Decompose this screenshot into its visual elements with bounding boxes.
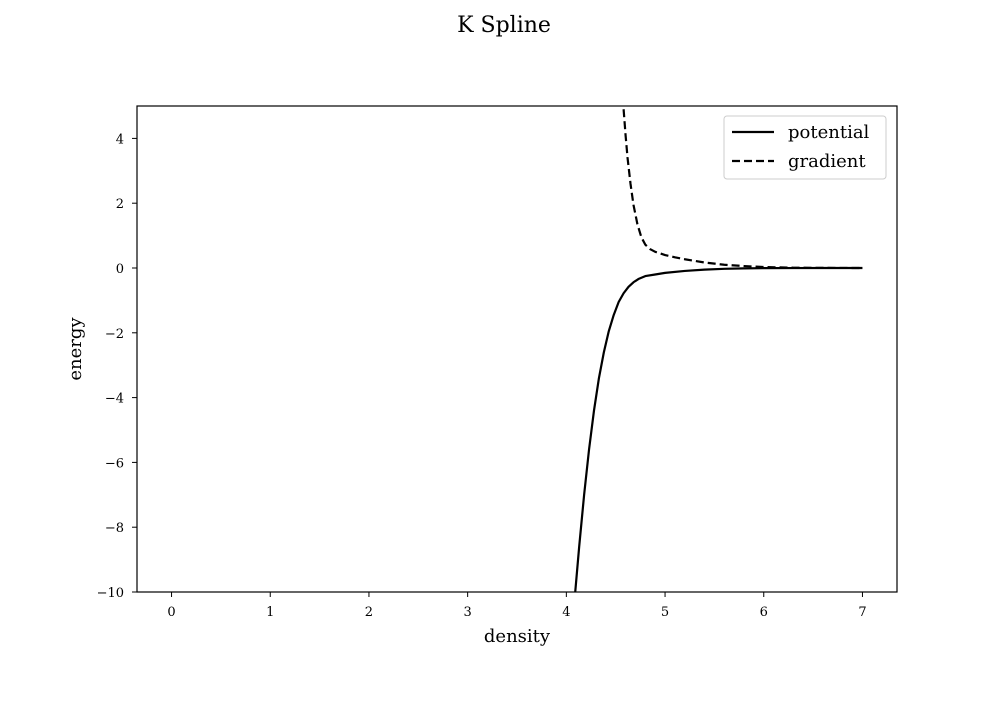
x-axis-label: density [484,626,551,647]
series-line-gradient [622,109,863,270]
y-tick-label: 2 [116,197,124,212]
x-tick-label: 1 [266,605,274,620]
series-line-potential [574,266,863,592]
y-tick-label: −6 [105,456,124,471]
x-tick-label: 6 [760,605,768,620]
legend-potential-label: potential [788,122,870,143]
legend-gradient-label: gradient [788,151,866,172]
x-tick-label: 2 [365,605,373,620]
y-tick-label: −8 [105,521,124,536]
y-axis-label: energy [65,317,86,381]
y-tick-label: −2 [105,327,124,342]
series-layer [574,109,863,592]
y-tick-label: 0 [116,262,124,277]
x-tick-label: 7 [858,605,866,620]
plot-area: 0 1 2 3 4 5 6 7 −10 −8 −6 −4 −2 0 2 4 [97,105,898,620]
x-tick-label: 5 [661,605,669,620]
x-tick-label: 3 [464,605,472,620]
y-tick-label: 4 [116,132,124,147]
y-tick-label: −4 [105,392,124,407]
x-tick-label: 0 [167,605,175,620]
legend: potential gradient [723,115,887,180]
ticks-layer: 0 1 2 3 4 5 6 7 −10 −8 −6 −4 −2 0 2 4 [97,132,867,620]
x-tick-label: 4 [562,605,570,620]
axes-frame [136,105,898,593]
y-tick-label: −10 [97,586,124,601]
chart-title: K Spline [457,13,551,38]
